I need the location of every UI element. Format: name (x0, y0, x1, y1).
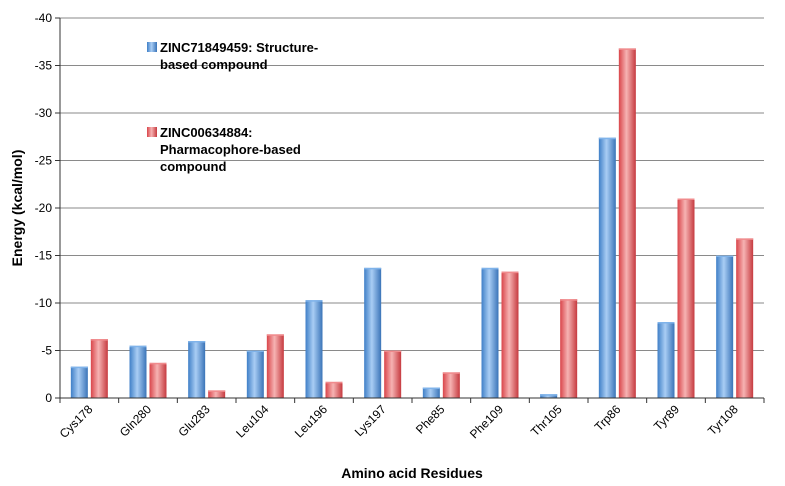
x-tick-label: Phe85 (413, 402, 448, 437)
x-tick-label: Tyr89 (651, 402, 682, 433)
bar-cap (736, 238, 754, 240)
x-tick-label: Trp86 (592, 402, 624, 434)
legend: ZINC71849459: Structure-based compound ZI… (147, 40, 318, 174)
x-tick-label: Lys197 (352, 402, 389, 439)
y-tick-label: -10 (35, 296, 53, 310)
y-tick-label: -25 (35, 154, 53, 168)
bar-structure-based (364, 267, 382, 398)
x-tick-label: Leu196 (292, 402, 330, 440)
bars (70, 48, 754, 399)
bar-pharmacophore-based (149, 362, 167, 398)
y-tick-label: 0 (45, 391, 52, 405)
y-tick-label: -20 (35, 201, 53, 215)
y-tick-label: -5 (41, 344, 52, 358)
y-tick-label: -40 (35, 11, 53, 25)
y-tick-labels: 0 -5 -10 -15 -20 -25 -30 -35 -40 (35, 11, 60, 405)
bar-pharmacophore-based (384, 350, 402, 398)
bar-cap (208, 390, 226, 392)
bar-pharmacophore-based (266, 334, 284, 398)
bar-cap (422, 387, 440, 390)
bar-cap (501, 271, 519, 274)
bar-pharmacophore-based (208, 390, 226, 398)
bar-pharmacophore-based (560, 299, 578, 398)
bar-cap (129, 345, 147, 348)
legend-label-line: Pharmacophore-based (160, 142, 301, 157)
x-axis-title: Amino acid Residues (341, 465, 483, 481)
bar-structure-based (305, 300, 323, 398)
bar-structure-based (481, 267, 499, 398)
bar-pharmacophore-based (501, 271, 519, 398)
bar-structure-based (246, 350, 264, 398)
bar-cap (618, 48, 636, 50)
bar-structure-based (188, 341, 206, 398)
bar-structure-based (129, 345, 147, 398)
legend-label-line: ZINC71849459: Structure- (160, 40, 318, 55)
bar-cap (716, 255, 734, 257)
bar-cap (70, 366, 88, 369)
bar-structure-based (598, 137, 616, 398)
legend-swatch (147, 42, 157, 52)
x-tick-label: Phe109 (467, 402, 506, 441)
bar-structure-based (657, 322, 675, 398)
x-tick-label: Gln280 (117, 402, 154, 439)
bar-cap (246, 350, 264, 352)
x-tick-labels: Cys178 Gln280 Glu283 Leu104 Leu196 Lys197 Phe8… (57, 398, 765, 441)
x-tick-label: Glu283 (176, 402, 213, 439)
bar-cap (657, 322, 675, 324)
x-tick-label: Tyr108 (705, 402, 741, 438)
legend-swatch (147, 127, 157, 137)
x-tick-label: Thr105 (528, 402, 565, 439)
bar-cap (442, 372, 460, 374)
bar-cap (305, 300, 323, 302)
bar-pharmacophore-based (618, 48, 636, 399)
legend-label-line: compound (160, 159, 226, 174)
legend-label-line: ZINC00634884: (160, 125, 253, 140)
x-tick-label: Leu104 (233, 402, 271, 440)
bar-structure-based (716, 255, 734, 398)
y-axis-title: Energy (kcal/mol) (9, 150, 25, 267)
bar-pharmacophore-based (677, 198, 695, 398)
bar-cap (90, 339, 108, 341)
bar-cap (364, 267, 382, 270)
y-tick-label: -30 (35, 106, 53, 120)
bar-pharmacophore-based (736, 238, 754, 398)
bar-cap (481, 267, 499, 270)
bar-cap (677, 198, 695, 200)
bar-cap (188, 341, 206, 343)
bar-cap (384, 350, 402, 352)
bar-structure-based (422, 387, 440, 398)
bar-pharmacophore-based (325, 381, 343, 398)
bar-cap (598, 137, 616, 140)
bar-structure-based (70, 366, 88, 398)
x-tick-label: Cys178 (57, 402, 96, 441)
bar-structure-based (540, 394, 558, 398)
gridlines (60, 17, 764, 351)
y-tick-label: -15 (35, 249, 53, 263)
bar-cap (266, 334, 284, 336)
bar-pharmacophore-based (442, 372, 460, 398)
bar-pharmacophore-based (90, 339, 108, 398)
bar-cap (540, 394, 558, 396)
bar-cap (325, 381, 343, 384)
y-tick-label: -35 (35, 59, 53, 73)
bar-cap (149, 362, 167, 365)
legend-label-line: based compound (160, 57, 268, 72)
bar-cap (560, 299, 578, 301)
